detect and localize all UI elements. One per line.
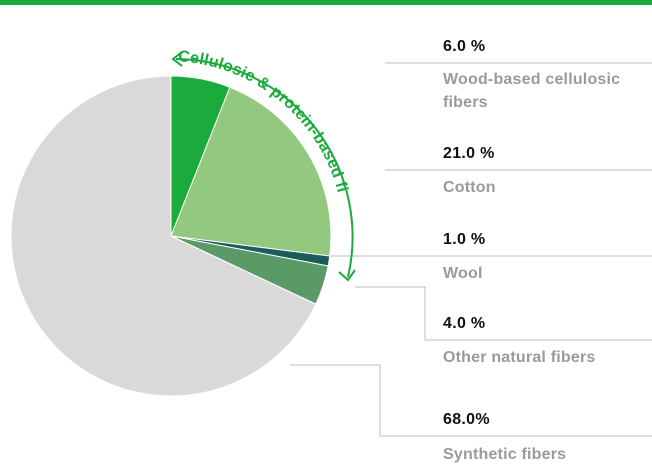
pie-slice-cotton: [170, 86, 332, 257]
slice-label-wood: Wood-based cellulosic fibers: [443, 71, 621, 111]
slice-label-wool: Wool: [443, 265, 483, 282]
leader-lines: [290, 62, 652, 437]
slice-label-synthetic: Synthetic fibers: [443, 446, 567, 463]
pie-slice-synthetic: [10, 75, 317, 397]
slice-percent-wood: 6.0 %: [443, 38, 486, 55]
slice-percent-synthetic: 68.0%: [443, 411, 490, 428]
slice-percent-other: 4.0 %: [443, 315, 486, 332]
slice-label-other: Other natural fibers: [443, 349, 596, 366]
annotation-arrow-end-icon: [338, 269, 356, 282]
slice-label-cotton: Cotton: [443, 179, 496, 196]
slice-percent-cotton: 21.0 %: [443, 145, 495, 162]
leader-line-synthetic: [290, 364, 652, 437]
slice-percent-wool: 1.0 %: [443, 231, 486, 248]
annotation-arc: [175, 58, 354, 278]
top-accent-bar: [0, 0, 652, 5]
pie-slices: [10, 75, 332, 397]
leader-line-other: [355, 286, 652, 341]
annotation-arrow-start-icon: [171, 51, 183, 67]
